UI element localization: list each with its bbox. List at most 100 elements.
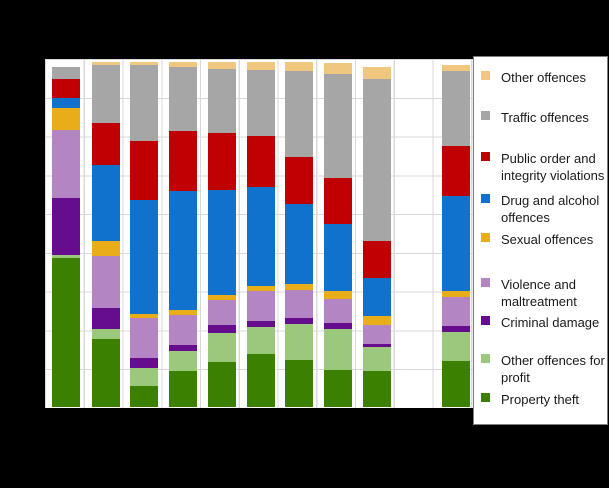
- bar-segment: [207, 362, 236, 407]
- bar-segment: [285, 284, 314, 290]
- bar-segment: [285, 289, 314, 319]
- bar-segment: [324, 323, 352, 329]
- bar-segment: [130, 314, 159, 319]
- legend-swatch-icon: [481, 233, 490, 242]
- legend-label: Other offences: [501, 70, 587, 85]
- bar-segment: [441, 332, 470, 361]
- bar-segment: [207, 324, 236, 333]
- bar-segment: [169, 67, 198, 131]
- bar-segment: [285, 318, 314, 325]
- legend-swatch-icon: [481, 111, 490, 120]
- bar-segment: [207, 68, 236, 134]
- stacked-bar: [207, 62, 236, 407]
- bar-segment: [285, 62, 314, 72]
- legend-label: Traffic offences: [501, 110, 589, 125]
- bar-segment: [247, 320, 275, 328]
- bar-segment: [324, 223, 352, 292]
- bar-segment: [91, 165, 120, 242]
- bar-segment: [363, 240, 391, 279]
- bar-segment: [247, 291, 275, 321]
- bar-segment: [324, 291, 352, 299]
- bar-segment: [130, 386, 159, 407]
- bar-segment: [285, 359, 314, 407]
- bar-segment: [441, 360, 470, 407]
- bar-segment: [247, 285, 275, 292]
- bar-segment: [207, 189, 236, 296]
- bar-segment: [130, 318, 159, 359]
- legend-item: Sexual offences: [481, 231, 609, 248]
- legend-label: Drug and alcohol offences: [501, 193, 600, 225]
- legend-label: Property theft: [501, 392, 580, 407]
- legend-label: Public order and integrity violations: [501, 151, 605, 183]
- bar-segment: [91, 62, 120, 66]
- bar-segment: [91, 308, 120, 329]
- bar-segment: [324, 369, 352, 407]
- bar-segment: [51, 108, 80, 131]
- bar-segment: [51, 98, 80, 109]
- bar-segment: [91, 65, 120, 123]
- bar-segment: [207, 333, 236, 362]
- legend: Other offences Traffic offences Public ord…: [473, 56, 608, 425]
- stacked-bar: [441, 65, 470, 407]
- bar-segment: [363, 324, 391, 345]
- legend-swatch-icon: [481, 194, 490, 203]
- legend-swatch-icon: [481, 316, 490, 325]
- bar-segment: [285, 324, 314, 360]
- bar-segment: [441, 146, 470, 197]
- bar-segment: [51, 258, 80, 407]
- bar-segment: [207, 295, 236, 300]
- bar-segment: [247, 327, 275, 354]
- legend-item: Criminal damage: [481, 314, 609, 331]
- stacked-bar: [363, 67, 391, 407]
- legend-item: Property theft: [481, 391, 609, 408]
- bar-segment: [207, 299, 236, 325]
- bar-segment: [363, 78, 391, 241]
- bar-segment: [169, 345, 198, 352]
- bar-segment: [91, 328, 120, 339]
- legend-swatch-icon: [481, 354, 490, 363]
- stacked-bar: [324, 63, 352, 407]
- legend-item: Public order and integrity violations: [481, 150, 609, 184]
- bar-segment: [363, 316, 391, 325]
- bar-segment: [441, 326, 470, 333]
- bar-segment: [441, 65, 470, 72]
- bar-segment: [169, 130, 198, 191]
- plot-area: [45, 59, 473, 408]
- bar-segment: [51, 197, 80, 256]
- bar-segment: [91, 122, 120, 166]
- bar-segment: [441, 196, 470, 292]
- bar-segment: [363, 370, 391, 407]
- bar-segment: [285, 71, 314, 158]
- bar-segment: [51, 130, 80, 198]
- bar-segment: [91, 256, 120, 309]
- bar-segment: [441, 297, 470, 327]
- legend-swatch-icon: [481, 393, 490, 402]
- bar-segment: [169, 370, 198, 407]
- stacked-bar: [247, 62, 275, 407]
- bar-segment: [91, 241, 120, 257]
- bar-segment: [441, 71, 470, 147]
- bar-segment: [324, 328, 352, 370]
- bar-segment: [285, 204, 314, 285]
- bar-segment: [130, 62, 159, 66]
- legend-swatch-icon: [481, 278, 490, 287]
- bar-segment: [130, 199, 159, 315]
- bar-segment: [169, 190, 198, 310]
- bar-segment: [169, 309, 198, 316]
- bar-segment: [247, 62, 275, 70]
- bar-segment: [51, 79, 80, 99]
- bar-segment: [441, 291, 470, 298]
- bar-segment: [51, 67, 80, 80]
- stacked-bar: [91, 62, 120, 407]
- bar-segment: [247, 354, 275, 407]
- stacked-bar: [169, 62, 198, 407]
- bar-segment: [363, 67, 391, 79]
- bar-segment: [363, 344, 391, 348]
- bar-segment: [324, 74, 352, 179]
- bar-segment: [130, 358, 159, 369]
- legend-item: Other offences for profit: [481, 352, 609, 386]
- legend-label: Other offences for profit: [501, 353, 605, 385]
- bar-segment: [324, 298, 352, 324]
- bar-segment: [324, 63, 352, 75]
